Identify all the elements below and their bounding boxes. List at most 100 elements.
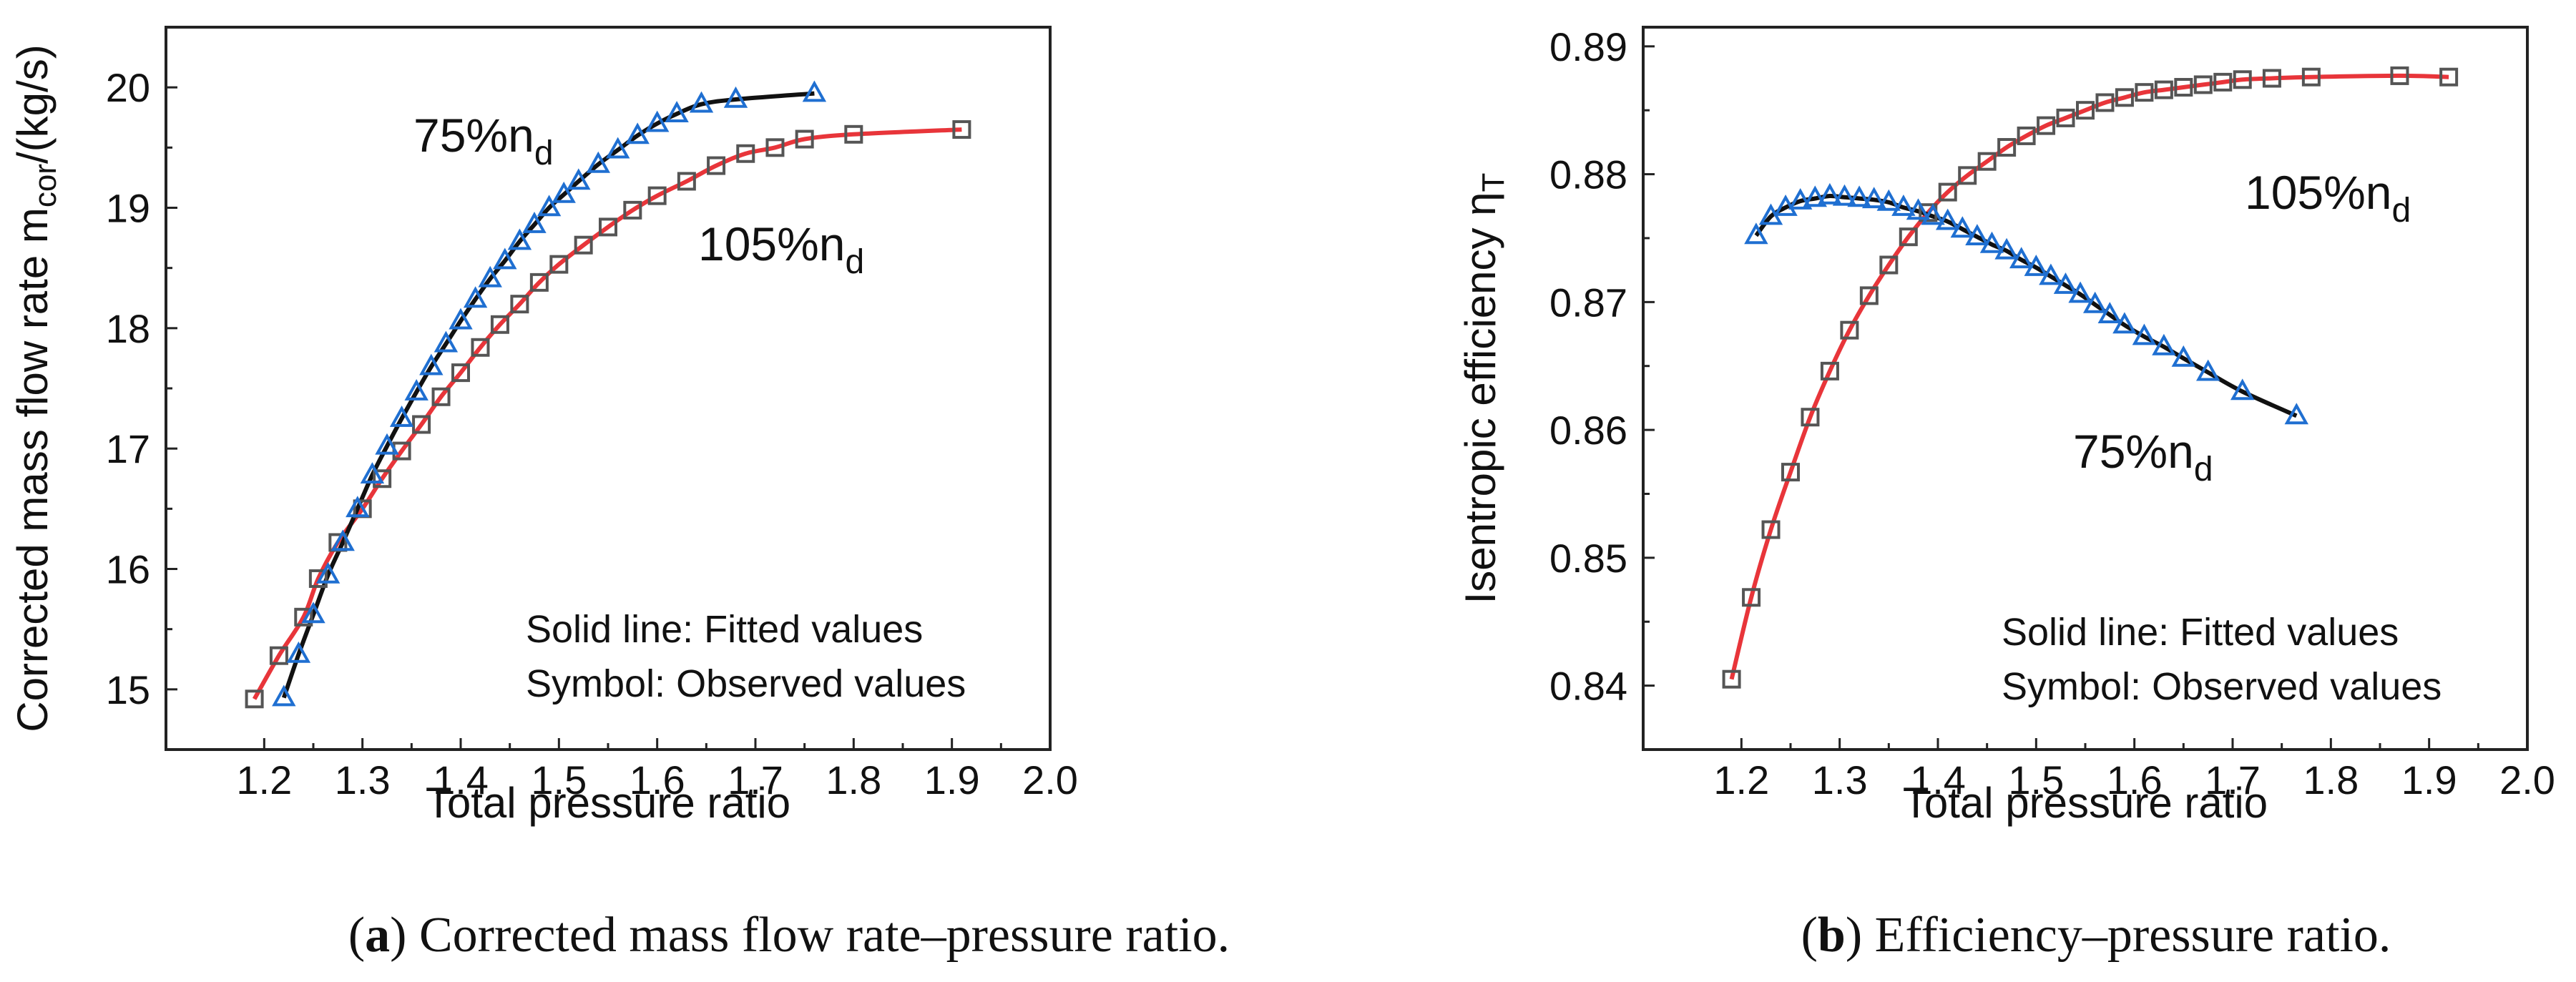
data-point-square <box>1722 669 1741 689</box>
data-point-triangle <box>2097 302 2122 323</box>
data-point-square <box>1859 286 1879 305</box>
data-point-square <box>795 129 814 149</box>
data-point-square <box>1938 182 1957 202</box>
data-point-triangle <box>645 110 670 132</box>
data-point-triangle <box>301 602 325 624</box>
y-ticks-a: 15 16 17 18 19 20 <box>106 65 177 712</box>
series-label-105-b: 105%nd <box>2245 166 2411 230</box>
data-point-triangle <box>2068 281 2092 303</box>
data-point-triangle <box>605 137 630 159</box>
data-point-triangle <box>507 228 532 250</box>
note-fitted-b: Solid line: Fitted values <box>2002 611 2399 654</box>
data-point-square <box>2135 83 2154 102</box>
data-point-square <box>451 363 470 383</box>
observed-markers-a <box>245 80 971 709</box>
data-point-square <box>431 387 451 406</box>
data-point-triangle <box>2230 378 2255 401</box>
data-point-triangle <box>1876 189 1901 211</box>
data-point-triangle <box>272 684 296 707</box>
x-axis-title-b: Total pressure ratio <box>1903 779 2268 827</box>
data-point-triangle <box>1921 203 1945 225</box>
x-ticks-b: 1.2 1.3 1.4 1.5 1.6 1.7 1.8 1.9 2.0 <box>1713 738 2555 802</box>
data-point-triangle <box>2082 291 2107 313</box>
data-point-square <box>1840 320 1859 340</box>
data-point-square <box>2095 93 2115 112</box>
data-point-square <box>308 569 328 588</box>
data-point-triangle <box>478 265 502 288</box>
data-point-triangle <box>346 496 370 518</box>
data-point-triangle <box>537 195 562 217</box>
data-point-triangle <box>552 181 576 203</box>
data-point-triangle <box>389 406 414 427</box>
data-point-square <box>2193 75 2213 94</box>
data-point-triangle <box>723 86 748 108</box>
data-point-square <box>844 124 863 144</box>
data-point-square <box>2390 66 2409 85</box>
data-point-triangle <box>1861 187 1886 209</box>
data-point-triangle <box>493 247 517 270</box>
data-point-square <box>373 469 392 488</box>
data-point-triangle <box>1788 188 1813 210</box>
y-tick-label: 0.88 <box>1549 152 1627 197</box>
data-point-square <box>471 338 490 357</box>
y-tick-label: 0.85 <box>1549 536 1627 581</box>
x-axis-title-a: Total pressure ratio <box>426 779 790 827</box>
data-point-square <box>1781 463 1800 482</box>
data-point-square <box>677 172 696 191</box>
x-tick-label: 1.5 <box>531 757 587 802</box>
data-point-square <box>2037 116 2056 135</box>
fitted-line-75 <box>281 91 815 699</box>
data-point-square <box>1977 152 1997 171</box>
data-point-square <box>2115 88 2134 107</box>
x-tick-label: 1.7 <box>728 757 783 802</box>
data-point-square <box>294 607 313 627</box>
data-point-square <box>707 156 726 175</box>
data-point-triangle <box>1832 184 1857 206</box>
data-point-triangle <box>463 286 488 308</box>
y-tick-label: 0.86 <box>1549 408 1627 453</box>
data-point-triangle <box>286 641 311 663</box>
data-point-triangle <box>419 353 444 375</box>
x-tick-label: 1.4 <box>1910 757 1966 802</box>
data-point-square <box>2233 70 2252 89</box>
data-point-triangle <box>1950 216 1975 238</box>
x-tick-label: 1.7 <box>2205 757 2261 802</box>
data-point-triangle <box>1744 222 1768 245</box>
data-point-triangle <box>2152 333 2176 355</box>
data-point-square <box>1820 361 1839 380</box>
y-ticks-b: 0.84 0.85 0.86 0.87 0.88 0.89 <box>1549 24 1655 709</box>
x-tick-label: 1.3 <box>335 757 391 802</box>
x-tick-label: 1.5 <box>2008 757 2064 802</box>
data-point-square <box>412 415 431 434</box>
y-tick-label: 0.89 <box>1549 24 1627 69</box>
data-point-triangle <box>2024 255 2049 276</box>
y-tick-label: 0.87 <box>1549 280 1627 325</box>
y-tick-label: 19 <box>106 186 150 231</box>
data-point-square <box>1899 227 1918 247</box>
data-point-square <box>736 144 755 163</box>
data-point-square <box>574 235 593 255</box>
data-point-square <box>1879 255 1899 275</box>
data-point-triangle <box>665 101 689 122</box>
data-point-square <box>1761 520 1781 539</box>
data-point-triangle <box>330 529 355 551</box>
fitted-line-105 <box>1729 73 2449 680</box>
data-point-triangle <box>2284 403 2309 425</box>
data-point-triangle <box>2053 272 2078 294</box>
data-point-square <box>2056 108 2075 127</box>
data-point-triangle <box>2195 359 2220 381</box>
x-tick-label: 1.2 <box>236 757 292 802</box>
data-point-triangle <box>1803 185 1828 207</box>
panel-a: 1.2 1.3 1.4 1.5 1.6 1.7 1.8 1.9 2.0 15 16 17 18 19 20… <box>9 26 1230 963</box>
data-point-square <box>2439 67 2459 87</box>
data-point-triangle <box>1847 185 1871 207</box>
data-point-square <box>2262 69 2281 88</box>
data-point-triangle <box>2132 323 2157 345</box>
x-tick-label: 2.0 <box>1022 757 1078 802</box>
data-point-square <box>1958 166 1977 185</box>
data-point-square <box>2174 78 2193 97</box>
data-point-triangle <box>522 212 547 233</box>
data-point-square <box>1801 408 1820 427</box>
x-tick-label: 1.8 <box>826 757 881 802</box>
